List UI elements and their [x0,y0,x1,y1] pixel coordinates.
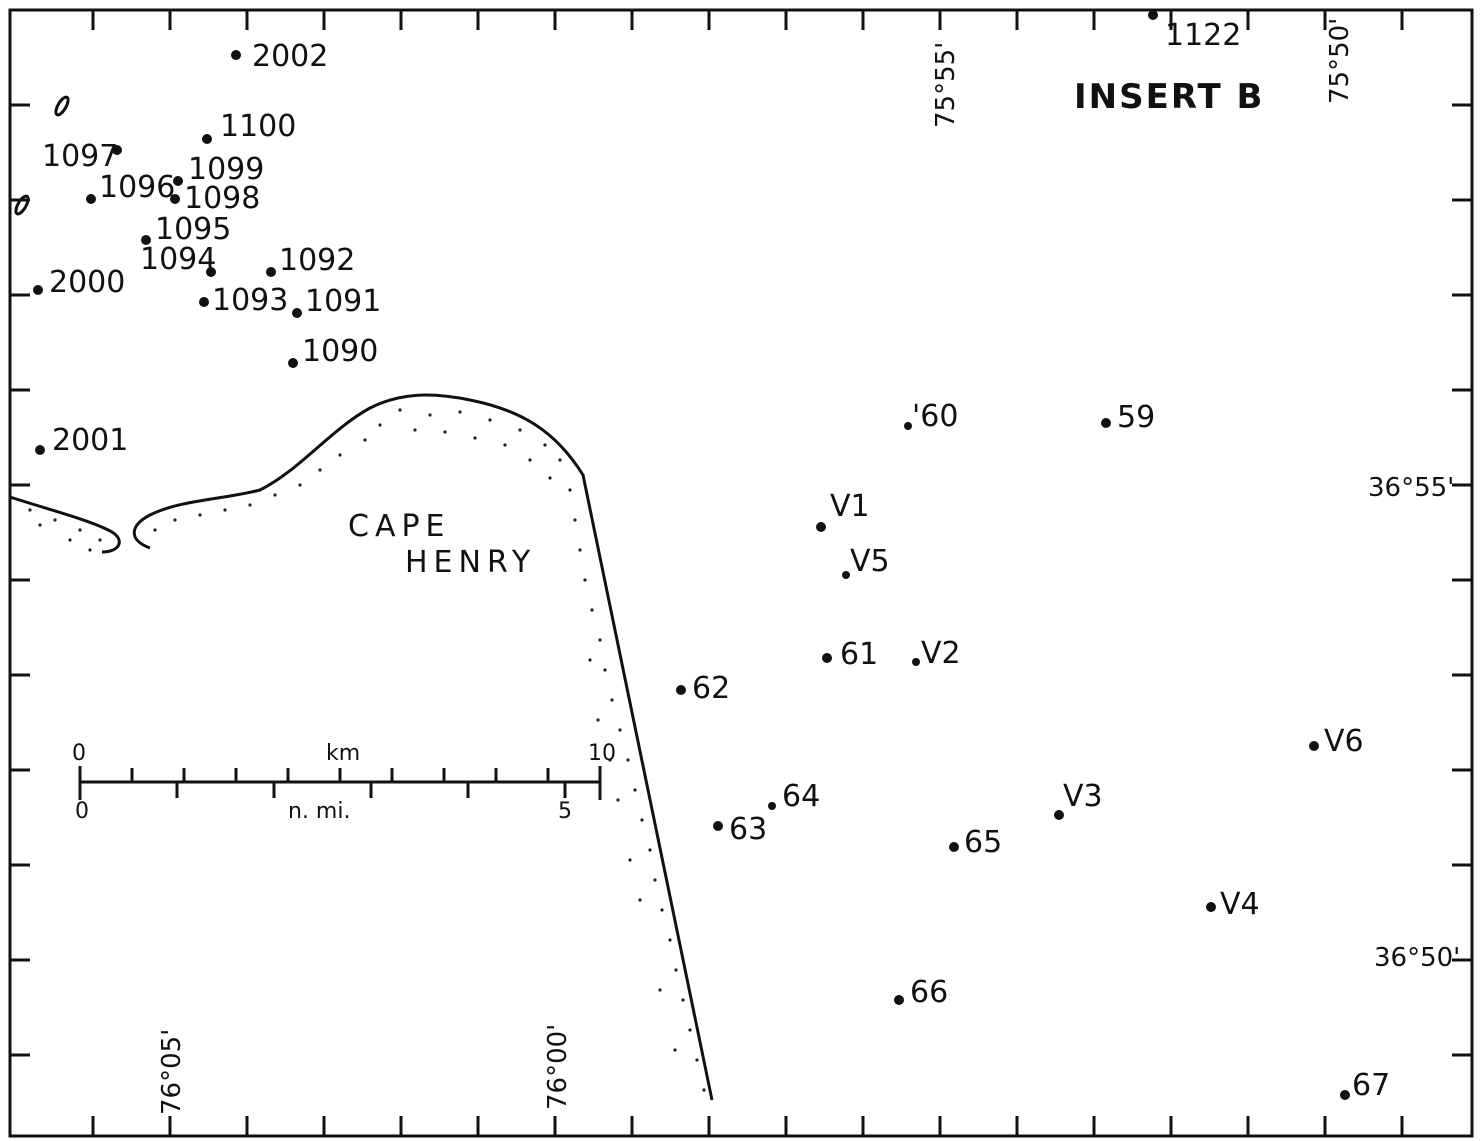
svg-text:64: 64 [782,779,820,814]
svg-text:1122: 1122 [1165,18,1241,53]
svg-text:1100: 1100 [220,109,296,144]
lon-label-75-55: 75°55' [931,42,961,128]
station-V2: V2 [912,636,961,671]
station-59: 59 [1101,400,1155,435]
left-ticks [10,103,30,1057]
station-1096: 1096 [86,170,175,205]
station-V6: V6 [1309,724,1364,759]
svg-text:V6: V6 [1324,724,1364,759]
station-1099: 1099 [173,152,264,187]
station-1092: 1092 [266,243,355,278]
station-60: '60 [904,399,958,434]
svg-text:63: 63 [729,812,767,847]
bottom-ticks [91,1116,1404,1136]
svg-text:1091: 1091 [305,284,381,319]
stations: 2002 1100 1097 1099 1096 1098 1095 1094 … [33,10,1390,1103]
west-spit-coastline [9,495,121,554]
scale-km-start: 0 [72,741,86,766]
svg-text:62: 62 [692,671,730,706]
svg-text:1090: 1090 [302,334,378,369]
svg-text:V2: V2 [921,636,961,671]
lon-label-75-50: 75°50' [1325,18,1355,104]
svg-text:V1: V1 [830,489,870,524]
beach-stipple [28,408,706,1092]
svg-text:1095: 1095 [155,212,231,247]
station-67: 67 [1340,1068,1390,1103]
station-64: 64 [768,779,820,814]
station-V5: V5 [842,544,890,579]
svg-text:65: 65 [964,825,1002,860]
islet-north [54,95,70,117]
station-V4: V4 [1206,887,1260,922]
station-V1: V1 [816,489,870,532]
station-1091: 1091 [292,284,381,319]
svg-text:V4: V4 [1220,887,1260,922]
svg-text:1092: 1092 [279,243,355,278]
svg-text:V3: V3 [1063,779,1103,814]
station-V3: V3 [1054,779,1103,820]
svg-text:1099: 1099 [188,152,264,187]
right-ticks [1452,103,1472,1057]
station-2001: 2001 [35,423,128,458]
station-61: 61 [822,637,878,672]
svg-text:'60: '60 [912,399,958,434]
station-1095: 1095 [141,212,231,247]
top-ticks [91,10,1404,30]
insert-title: INSERT B [1074,77,1264,117]
svg-text:V5: V5 [850,544,890,579]
svg-text:1093: 1093 [212,283,288,318]
scale-nmi-end: 5 [558,799,572,824]
scale-bar: 0 km 10 0 n. mi. 5 [72,741,616,824]
station-2000: 2000 [33,265,125,300]
cape-label-line2: HENRY [405,545,536,580]
svg-text:59: 59 [1117,400,1155,435]
islet-south [14,194,30,216]
svg-text:1097: 1097 [42,139,118,174]
svg-text:2001: 2001 [52,423,128,458]
station-1098: 1098 [170,181,260,216]
station-1090: 1090 [288,334,378,369]
station-2002: 2002 [231,39,328,74]
scale-km-end: 10 [588,741,616,766]
svg-text:67: 67 [1352,1068,1390,1103]
station-1093: 1093 [199,283,288,318]
station-65: 65 [949,825,1002,860]
svg-text:66: 66 [910,975,948,1010]
cape-henry-land [9,393,714,1101]
station-1094: 1094 [140,242,216,277]
station-62: 62 [676,671,730,706]
scale-nmi-start: 0 [75,799,89,824]
station-1100: 1100 [202,109,296,144]
lat-label-36-55: 36°55' [1368,473,1454,503]
station-1097: 1097 [42,139,122,174]
station-1122: 1122 [1148,10,1241,53]
lon-label-76-05: 76°05' [157,1029,187,1115]
svg-text:1096: 1096 [99,170,175,205]
svg-text:61: 61 [840,637,878,672]
station-66: 66 [894,975,948,1010]
lat-label-36-50: 36°50' [1374,943,1460,973]
svg-text:1094: 1094 [140,242,216,277]
scale-km-unit: km [326,741,360,766]
svg-text:2000: 2000 [49,265,125,300]
station-63: 63 [713,812,767,847]
cape-henry-coastline [132,393,714,1101]
cape-label-line1: CAPE [348,509,451,544]
svg-text:1098: 1098 [184,181,260,216]
scale-nmi-unit: n. mi. [288,799,350,824]
lon-label-76-00: 76°00' [543,1024,573,1110]
svg-text:2002: 2002 [252,39,328,74]
map-frame [8,8,1474,1138]
islets [14,95,70,216]
